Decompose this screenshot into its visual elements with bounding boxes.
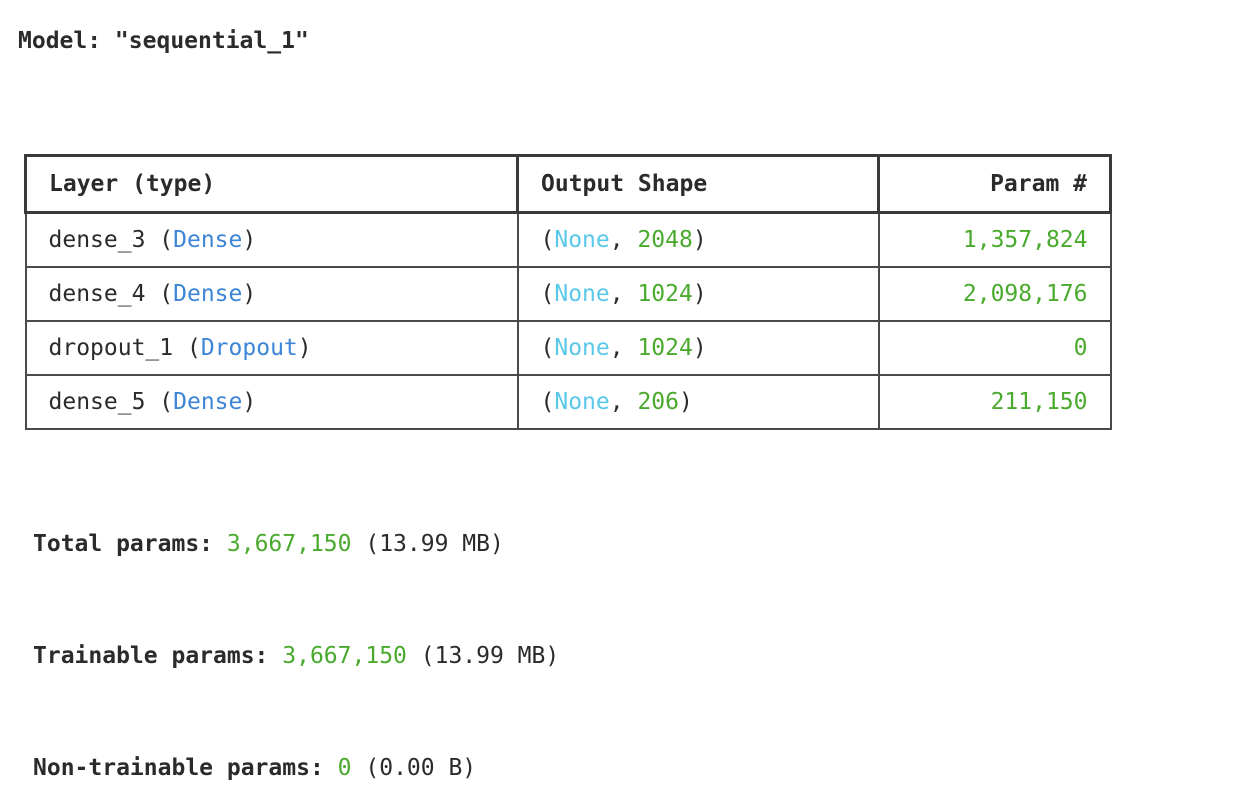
table-row: dense_5 (Dense) (None, 206) 211,150	[24, 373, 1112, 430]
output-shape-cell: (None, 206)	[516, 373, 880, 430]
trainable-params-count: 3,667,150	[282, 643, 407, 669]
param-count-cell: 0	[877, 319, 1112, 376]
shape-none: None	[554, 226, 610, 253]
output-shape-cell: (None, 2048)	[516, 211, 880, 268]
output-shape-cell: (None, 1024)	[516, 319, 880, 376]
trainable-params-label: Trainable params:	[33, 643, 269, 669]
non-trainable-params-label: Non-trainable params:	[33, 755, 324, 781]
layer-type: Dense	[173, 226, 243, 253]
model-summary-table: Layer (type) Output Shape Param # dense_…	[24, 154, 1112, 430]
header-param-count: Param #	[877, 154, 1112, 214]
non-trainable-params-count: 0	[337, 755, 352, 781]
non-trainable-params-size: (0.00 B)	[365, 755, 477, 781]
layer-name: dropout_1	[48, 334, 174, 361]
layer-cell: dense_3 (Dense)	[24, 211, 519, 268]
layer-cell: dropout_1 (Dropout)	[24, 319, 519, 376]
shape-none: None	[554, 334, 610, 361]
layer-cell: dense_5 (Dense)	[24, 373, 519, 430]
total-params-size: (13.99 MB)	[365, 531, 504, 557]
layer-name: dense_5	[48, 388, 146, 415]
param-count-cell: 211,150	[877, 373, 1112, 430]
total-params-count: 3,667,150	[226, 531, 352, 557]
trainable-params-line: Trainable params: 3,667,150 (13.99 MB)	[33, 643, 559, 669]
shape-dim: 1024	[637, 280, 693, 307]
table-header-row: Layer (type) Output Shape Param #	[24, 154, 1112, 214]
shape-none: None	[554, 280, 610, 307]
total-params-line: Total params: 3,667,150 (13.99 MB)	[33, 531, 504, 557]
layer-name: dense_3	[48, 226, 146, 253]
shape-none: None	[554, 388, 610, 415]
layer-type: Dense	[173, 280, 243, 307]
shape-dim: 2048	[637, 226, 693, 253]
non-trainable-params-line: Non-trainable params: 0 (0.00 B)	[33, 755, 476, 781]
header-layer-type: Layer (type)	[24, 154, 519, 214]
table-row: dropout_1 (Dropout) (None, 1024) 0	[24, 319, 1112, 376]
shape-dim: 1024	[637, 334, 693, 361]
table-row: dense_4 (Dense) (None, 1024) 2,098,176	[24, 265, 1112, 322]
layer-cell: dense_4 (Dense)	[24, 265, 519, 322]
output-shape-cell: (None, 1024)	[516, 265, 880, 322]
model-title: Model: "sequential_1"	[18, 28, 309, 54]
trainable-params-size: (13.99 MB)	[420, 643, 560, 669]
total-params-label: Total params:	[33, 531, 214, 557]
header-output-shape: Output Shape	[516, 154, 880, 214]
table-row: dense_3 (Dense) (None, 2048) 1,357,824	[24, 211, 1112, 268]
layer-type: Dropout	[200, 334, 298, 361]
param-count-cell: 1,357,824	[877, 211, 1112, 268]
layer-type: Dense	[173, 388, 243, 415]
layer-name: dense_4	[48, 280, 146, 307]
param-count-cell: 2,098,176	[877, 265, 1112, 322]
shape-dim: 206	[637, 388, 679, 415]
